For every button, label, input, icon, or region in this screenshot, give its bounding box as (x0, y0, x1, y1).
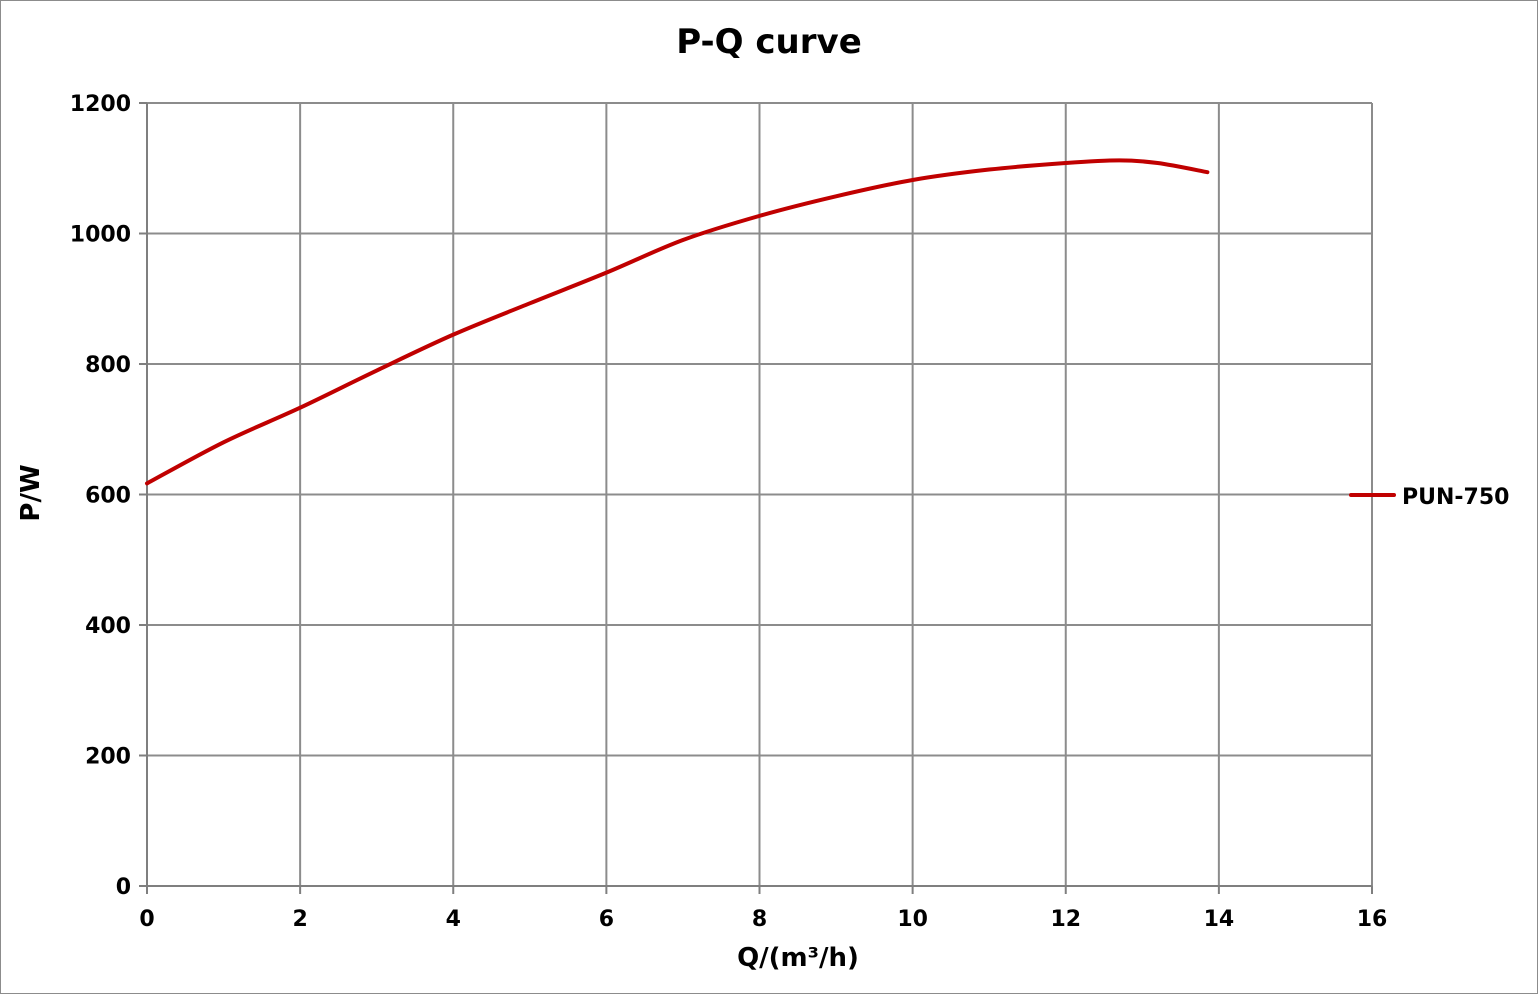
x-axis-ticks: 0 2 4 6 8 10 12 14 16 (139, 886, 1387, 932)
x-tick-label: 0 (139, 907, 154, 932)
y-tick-label: 800 (85, 353, 131, 378)
x-tick-label: 4 (446, 907, 461, 932)
x-tick-label: 10 (897, 907, 928, 932)
x-tick-label: 16 (1357, 907, 1388, 932)
x-axis-title: Q/(m³/h) (737, 943, 859, 973)
x-tick-label: 8 (752, 907, 767, 932)
y-axis-ticks: 0 200 400 600 800 1000 1200 (70, 92, 147, 900)
y-tick-label: 0 (116, 875, 131, 900)
x-tick-label: 2 (292, 907, 307, 932)
grid-lines (147, 102, 1373, 886)
x-tick-label: 6 (599, 907, 614, 932)
series-line-pun-750 (145, 158, 1210, 486)
legend: PUN-750 (1349, 485, 1509, 510)
y-axis-title: P/W (16, 464, 46, 521)
y-tick-label: 400 (85, 614, 131, 639)
y-tick-label: 600 (85, 484, 131, 509)
chart-title: P-Q curve (676, 22, 862, 62)
legend-label-pun-750: PUN-750 (1402, 485, 1509, 510)
x-tick-label: 14 (1204, 907, 1235, 932)
y-tick-label: 1000 (70, 223, 131, 248)
y-tick-label: 200 (85, 745, 131, 770)
series-lines (145, 158, 1210, 486)
x-tick-label: 12 (1050, 907, 1081, 932)
y-tick-label: 1200 (70, 92, 131, 117)
